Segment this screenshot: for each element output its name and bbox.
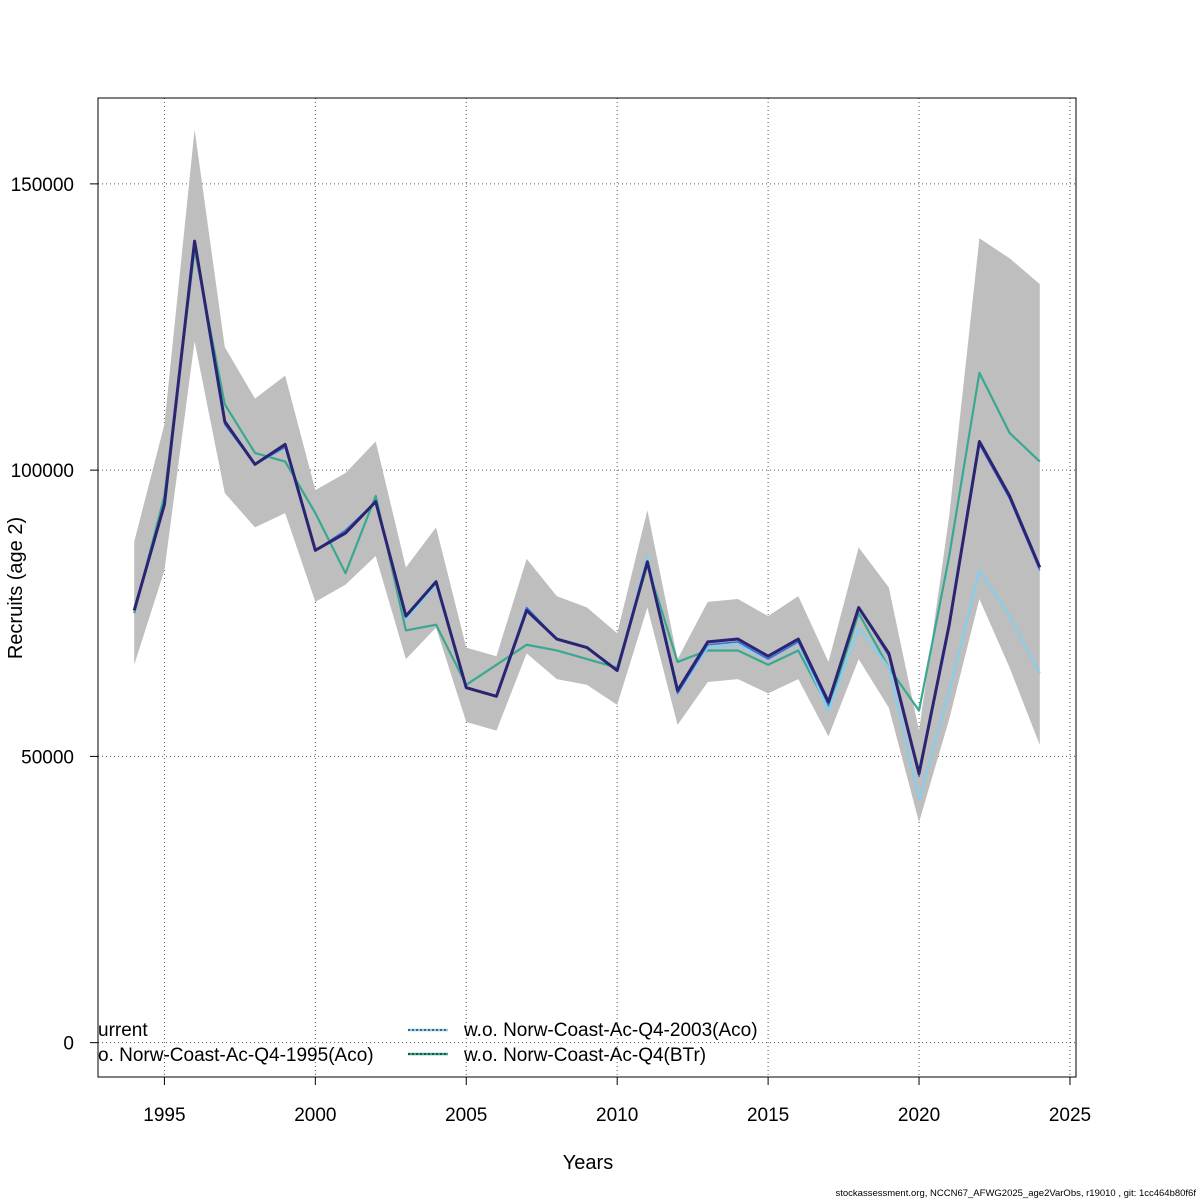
y-tick-label: 150000 xyxy=(11,175,74,196)
y-axis: 0 50000 100000 150000 xyxy=(11,175,98,1055)
x-tick-label: 2015 xyxy=(747,1105,789,1126)
x-tick-label: 2005 xyxy=(445,1105,487,1126)
legend-label-current: urrent xyxy=(98,1020,148,1041)
x-axis: 1995 2000 2005 2010 2015 2020 2025 xyxy=(143,1076,1091,1126)
legend-label-btr: w.o. Norw-Coast-Ac-Q4(BTr) xyxy=(463,1045,706,1066)
y-axis-title: Recruits (age 2) xyxy=(5,517,27,659)
x-tick-label: 2025 xyxy=(1049,1105,1091,1126)
x-tick-label: 2000 xyxy=(294,1105,336,1126)
x-axis-title: Years xyxy=(563,1152,613,1174)
x-tick-label: 2010 xyxy=(596,1105,638,1126)
x-tick-label: 1995 xyxy=(143,1105,185,1126)
legend: urrent o. Norw-Coast-Ac-Q4-1995(Aco) w.o… xyxy=(98,1020,758,1066)
legend-label-2003: w.o. Norw-Coast-Ac-Q4-2003(Aco) xyxy=(463,1020,758,1041)
series-line-current xyxy=(132,239,1042,776)
y-tick-label: 0 xyxy=(63,1034,74,1055)
series-lines xyxy=(132,239,1042,801)
y-tick-label: 100000 xyxy=(11,461,74,482)
confidence-band-area xyxy=(134,129,1040,823)
confidence-band xyxy=(134,129,1040,823)
x-tick-label: 2020 xyxy=(898,1105,940,1126)
footer-text: stockassessment.org, NCCN67_AFWG2025_age… xyxy=(836,1188,1197,1199)
y-tick-label: 50000 xyxy=(21,747,74,768)
grid-lines xyxy=(98,98,1076,1077)
legend-label-1995: o. Norw-Coast-Ac-Q4-1995(Aco) xyxy=(98,1045,374,1066)
